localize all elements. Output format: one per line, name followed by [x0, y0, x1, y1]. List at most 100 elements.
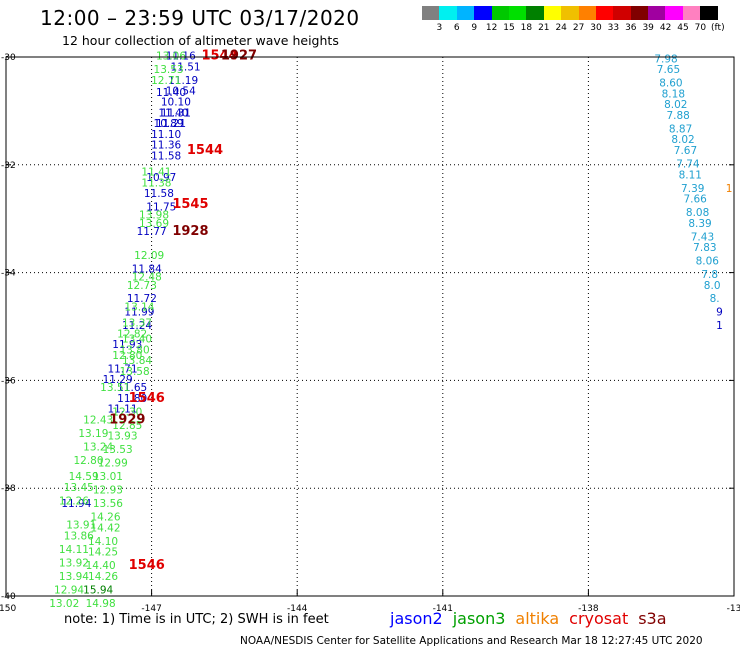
colorbar-label: 39: [642, 23, 654, 33]
wave-height-point: 11.19: [168, 75, 198, 87]
legend-cryosat: cryosat: [569, 609, 629, 628]
colorbar-swatch: [682, 6, 701, 20]
wave-height-point: 13.53: [103, 444, 133, 456]
wave-height-point: 7.98: [654, 53, 677, 65]
wave-height-point: 13.98: [139, 210, 169, 222]
colorbar-label: 27: [572, 23, 585, 33]
colorbar-swatch: [578, 6, 596, 20]
wave-height-point: 12.73: [127, 280, 157, 292]
lat-tick-label: -32: [1, 161, 16, 171]
wave-height-point: 7.66: [683, 194, 707, 206]
wave-height-point: 11.38: [141, 177, 171, 189]
wave-height-point: 9: [716, 307, 723, 319]
wave-height-point: 1927: [221, 49, 257, 64]
wave-height-point: 12.71: [151, 75, 181, 87]
wave-height-point: 11.71: [107, 363, 137, 375]
legend-altika: altika: [515, 609, 560, 628]
wave-height-point: 12.80: [112, 350, 142, 362]
wave-height-point: 8.02: [671, 134, 694, 146]
wave-height-point: 10.54: [166, 86, 196, 98]
wave-height-point: 11.72: [127, 293, 157, 305]
wave-height-point: 11.51: [171, 61, 201, 73]
credit-line: NOAA/NESDIS Center for Satellite Applica…: [240, 635, 703, 647]
colorbar-label: 30: [590, 23, 602, 33]
colorbar-label: 12: [485, 23, 498, 33]
wave-height-point: 8.18: [662, 88, 685, 100]
wave-height-point: 13.02: [49, 598, 79, 610]
wave-height-point: 7.83: [693, 242, 716, 254]
wave-height-point: 13.37: [122, 318, 152, 330]
wave-height-point: 13.56: [93, 498, 123, 510]
wave-height-point: 14.98: [86, 598, 116, 610]
lon-tick-label: -150: [0, 604, 16, 614]
lat-tick-label: -40: [1, 592, 16, 602]
wave-height-point: 7.8: [701, 269, 718, 281]
wave-height-point: 1928: [172, 224, 208, 239]
wave-height-point: 8.39: [688, 218, 711, 230]
colorbar-labels: 3 6 9 12 15 18 21 24 27 30 33 36 39 42 45 70 (ft): [422, 23, 732, 35]
colorbar-label: 9: [471, 23, 478, 33]
wave-height-point: 11.36: [151, 140, 181, 152]
wave-height-point: 11.77: [137, 226, 167, 238]
colorbar-label: 70: [694, 23, 707, 33]
wave-height-point: 11.80: [117, 393, 147, 405]
wave-height-point: 11.84: [132, 264, 162, 276]
wave-height-point: 1546: [129, 391, 165, 406]
wave-height-point: 14.26: [90, 512, 120, 524]
wave-height-point: 12.26: [59, 495, 89, 507]
wave-height-point: 11.58: [144, 188, 174, 200]
wave-height-point: 7.74: [676, 158, 700, 170]
legend-jason2: jason2: [390, 609, 443, 628]
wave-height-point: 13.45: [64, 482, 94, 494]
wave-height-point: 13.93: [107, 431, 137, 443]
colorbar-swatch: [630, 6, 649, 20]
wave-height-point: 12.30: [112, 406, 142, 418]
wave-height-point: 1929: [109, 413, 145, 428]
legend-jason3: jason3: [452, 609, 506, 628]
colorbar-label: 18: [520, 23, 533, 33]
colorbar-swatch: [648, 6, 666, 20]
wave-height-point: 12.94: [54, 584, 84, 596]
colorbar-swatch: [561, 6, 579, 20]
colorbar-swatch: [491, 6, 509, 20]
wave-height-point: 7.67: [674, 145, 697, 157]
wave-height-point: 1544: [201, 49, 237, 64]
colorbar-label: 36: [625, 23, 637, 33]
wave-height-point: 12.99: [98, 458, 128, 470]
lon-tick-label: -141: [433, 604, 453, 614]
colorbar-label: 3: [436, 23, 443, 33]
wave-height-point: 11.24: [122, 320, 152, 332]
wave-height-point: 8.11: [679, 169, 702, 181]
wave-height-point: 7.39: [681, 183, 704, 195]
colorbar-swatch: [508, 6, 527, 20]
wave-height-point: 12.93: [93, 485, 123, 497]
wave-height-point: 13.94: [59, 571, 89, 583]
wave-height-point: 11.31: [161, 107, 191, 119]
wave-height-point: 12.48: [132, 272, 162, 284]
wave-height-colorbar: [422, 6, 718, 20]
wave-height-point: 13.51: [100, 382, 130, 394]
wave-height-point: 7.65: [657, 64, 680, 76]
satellite-legend: jason2 jason3 altika cryosat s3a: [390, 609, 677, 628]
wave-height-point: 8.87: [669, 123, 692, 135]
wave-height-point: 14.10: [88, 536, 118, 548]
colorbar-swatch: [439, 6, 457, 20]
lat-tick-label: -36: [1, 376, 16, 386]
wave-height-point: 11.21: [156, 118, 186, 130]
wave-height-point: 13.84: [122, 355, 152, 367]
colorbar-swatch: [543, 6, 562, 20]
colorbar-swatch: [613, 6, 631, 20]
wave-height-point: 13.92: [59, 557, 89, 569]
wave-height-point: 11.65: [117, 382, 147, 394]
colorbar-swatch: [422, 6, 440, 20]
colorbar-label: 45: [677, 23, 689, 33]
wave-height-point: 11.75: [146, 202, 176, 214]
wave-height-point: 14.42: [90, 522, 120, 534]
lon-tick-label: -138: [578, 604, 599, 614]
wave-height-point: 8.08: [686, 207, 709, 219]
wave-height-point: 12.85: [112, 420, 142, 432]
wave-height-point: 1546: [129, 558, 165, 573]
wave-height-point: 11.58: [151, 150, 181, 162]
wave-height-point: 12.43: [83, 415, 113, 427]
